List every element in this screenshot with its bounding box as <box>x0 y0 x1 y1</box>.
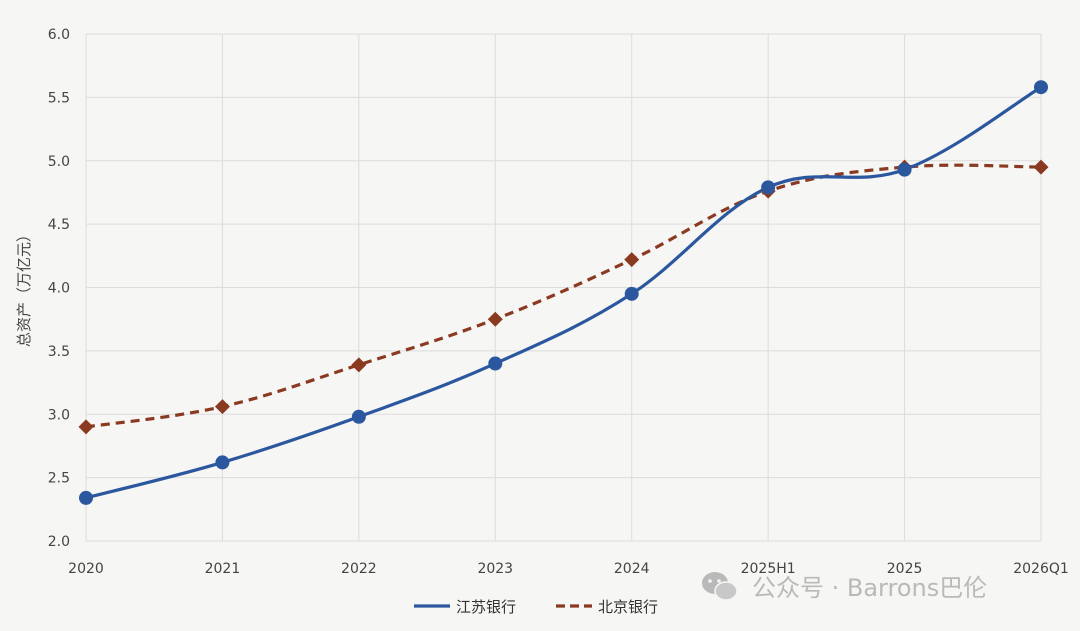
data-point <box>215 399 230 414</box>
data-point <box>488 312 503 327</box>
x-tick-label: 2021 <box>205 561 241 577</box>
data-point <box>761 180 775 194</box>
data-point <box>79 491 93 505</box>
y-tick-label: 4.5 <box>48 217 70 233</box>
x-tick-label: 2020 <box>68 561 104 577</box>
data-point <box>488 357 502 371</box>
data-point <box>1034 160 1049 175</box>
legend: 江苏银行 北京银行 <box>414 598 658 616</box>
data-point <box>351 357 366 372</box>
y-tick-label: 2.0 <box>48 534 70 550</box>
wechat-icon <box>702 572 737 600</box>
y-tick-label: 5.0 <box>48 154 70 170</box>
grid <box>86 34 1041 541</box>
y-tick-label: 3.0 <box>48 407 70 423</box>
legend-label: 北京银行 <box>598 598 658 616</box>
y-tick-label: 4.0 <box>48 281 70 297</box>
series-line-1 <box>86 165 1041 427</box>
data-point <box>215 455 229 469</box>
y-axis-title: 总资产（万亿元） <box>15 227 33 347</box>
legend-label: 江苏银行 <box>456 598 516 616</box>
watermark-text: 公众号 · Barrons巴伦 <box>752 574 987 602</box>
y-axis-ticks: 2.0 2.5 3.0 3.5 4.0 4.5 5.0 5.5 6.0 <box>48 27 70 550</box>
y-tick-label: 3.5 <box>48 344 70 360</box>
data-point <box>1034 80 1048 94</box>
data-point <box>624 252 639 267</box>
x-tick-label: 2024 <box>614 561 650 577</box>
x-tick-label: 2022 <box>341 561 377 577</box>
data-point <box>352 410 366 424</box>
y-tick-label: 5.5 <box>48 90 70 106</box>
x-tick-label: 2023 <box>477 561 513 577</box>
data-point <box>898 163 912 177</box>
data-point <box>79 419 94 434</box>
series-lines <box>86 87 1041 498</box>
y-tick-label: 2.5 <box>48 471 70 487</box>
y-tick-label: 6.0 <box>48 27 70 43</box>
x-tick-label: 2026Q1 <box>1013 561 1069 577</box>
data-point <box>625 287 639 301</box>
